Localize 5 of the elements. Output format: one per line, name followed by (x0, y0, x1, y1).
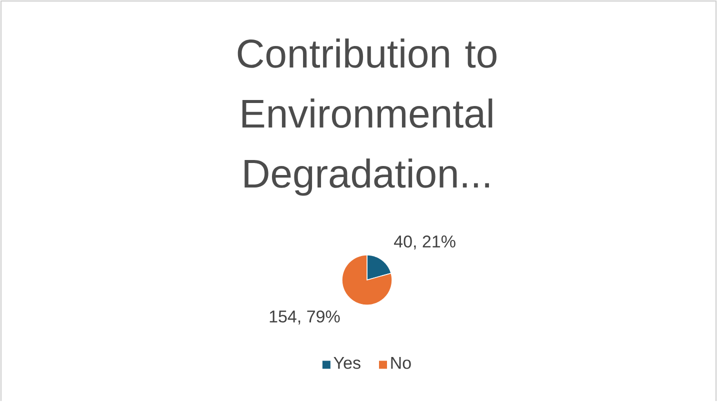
data-label: 40, 21% (394, 236, 456, 250)
legend-label: Yes (334, 357, 360, 370)
legend-label: No (391, 357, 411, 370)
chart-title: Contribution to Environmental Degradation... (238, 38, 496, 196)
data-label: 154, 79% (270, 310, 340, 325)
